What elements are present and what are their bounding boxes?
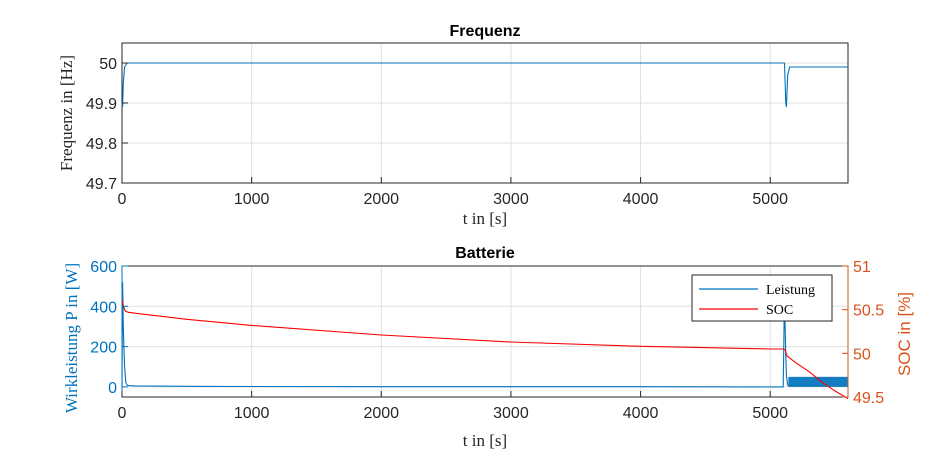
- frequency-y-tick-label: 49.7: [86, 176, 117, 193]
- battery-right-y-tick-label: 51: [853, 259, 871, 276]
- battery-x-tick-label: 0: [118, 405, 127, 422]
- battery-legend[interactable]: Leistung SOC: [691, 274, 833, 322]
- frequency-x-tick-label: 1000: [234, 191, 270, 208]
- frequency-x-tick-label: 0: [118, 191, 127, 208]
- frequency-y-tick-label: 49.9: [86, 96, 117, 113]
- frequency-series-line: [121, 62, 848, 108]
- battery-x-tick-label: 1000: [234, 405, 270, 422]
- battery-series-line-leistung: [121, 282, 789, 388]
- frequency-x-axis-label: t in [s]: [463, 209, 507, 228]
- power-oscillation-band: [788, 376, 848, 387]
- battery-series-line-soc: [121, 296, 849, 400]
- frequency-y-axis-label: Frequenz in [Hz]: [57, 55, 76, 171]
- battery-left-y-tick-label: 400: [90, 299, 117, 316]
- battery-x-tick-label: 5000: [752, 405, 788, 422]
- battery-series-layer: [121, 282, 849, 400]
- battery-x-tick-label: 4000: [623, 405, 659, 422]
- frequency-axes-box: [121, 42, 849, 184]
- legend-label-soc: SOC: [766, 303, 793, 318]
- battery-left-y-ticks: 0 200 400 600: [90, 259, 128, 397]
- battery-subplot: Batterie 0 1000 2000 3000 4000 5000 0 200 400 60…: [62, 245, 914, 450]
- frequency-x-tick-label: 2000: [363, 191, 399, 208]
- battery-x-axis-label: t in [s]: [463, 431, 507, 450]
- frequency-series-layer: [121, 62, 848, 108]
- frequency-grid: [122, 43, 848, 183]
- legend-box: [691, 274, 833, 322]
- legend-label-leistung: Leistung: [766, 283, 815, 298]
- battery-left-y-tick-label: 600: [90, 259, 117, 276]
- battery-right-y-tick-label: 50.5: [853, 303, 884, 320]
- battery-right-y-ticks: 49.5 50 50.5 51: [842, 259, 884, 407]
- frequency-subplot: Frequenz 0 1000 2000 3000 4000 5000 49.749.84…: [57, 23, 849, 228]
- battery-right-y-tick-label: 50: [853, 346, 871, 363]
- battery-x-tick-label: 3000: [493, 405, 529, 422]
- frequency-y-tick-label: 50: [99, 56, 117, 73]
- battery-x-tick-label: 2000: [363, 405, 399, 422]
- battery-left-y-tick-label: 0: [108, 380, 117, 397]
- battery-left-y-tick-label: 200: [90, 340, 117, 357]
- battery-right-y-axis-label: SOC in [%]: [895, 292, 914, 376]
- frequency-x-tick-label: 3000: [493, 191, 529, 208]
- battery-left-y-axis-label: Wirkleistung P in [W]: [62, 263, 81, 413]
- frequency-y-tick-label: 49.8: [86, 136, 117, 153]
- frequency-x-tick-label: 5000: [752, 191, 788, 208]
- battery-x-ticks: 0 1000 2000 3000 4000 5000: [118, 391, 788, 422]
- frequency-x-ticks: 0 1000 2000 3000 4000 5000: [118, 177, 788, 208]
- frequency-chart-title: Frequenz: [449, 23, 520, 40]
- battery-right-y-tick-label: 49.5: [853, 390, 884, 407]
- frequency-x-tick-label: 4000: [623, 191, 659, 208]
- frequency-y-ticks: 49.7 49.8 49.9 50: [86, 56, 128, 193]
- battery-chart-title: Batterie: [455, 245, 515, 262]
